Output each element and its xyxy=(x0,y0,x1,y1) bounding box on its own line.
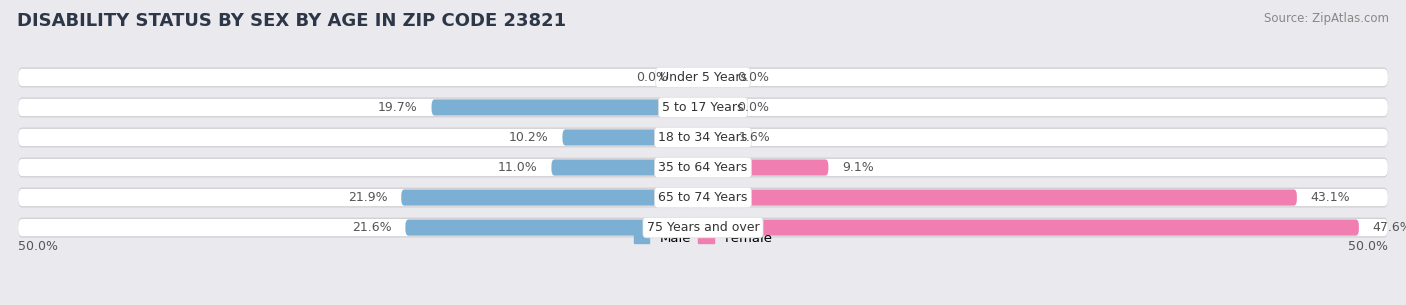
Text: 21.6%: 21.6% xyxy=(352,221,392,234)
FancyBboxPatch shape xyxy=(18,127,1388,147)
Text: 0.0%: 0.0% xyxy=(637,71,669,84)
FancyBboxPatch shape xyxy=(703,189,1296,206)
Text: 35 to 64 Years: 35 to 64 Years xyxy=(658,161,748,174)
Text: 9.1%: 9.1% xyxy=(842,161,875,174)
Text: DISABILITY STATUS BY SEX BY AGE IN ZIP CODE 23821: DISABILITY STATUS BY SEX BY AGE IN ZIP C… xyxy=(17,12,567,30)
FancyBboxPatch shape xyxy=(562,129,703,145)
Text: 0.0%: 0.0% xyxy=(738,71,769,84)
FancyBboxPatch shape xyxy=(18,219,1388,236)
Legend: Male, Female: Male, Female xyxy=(634,232,772,246)
FancyBboxPatch shape xyxy=(551,160,703,176)
Text: 75 Years and over: 75 Years and over xyxy=(647,221,759,234)
FancyBboxPatch shape xyxy=(703,160,828,176)
Text: 10.2%: 10.2% xyxy=(509,131,548,144)
FancyBboxPatch shape xyxy=(18,69,1388,86)
Text: 43.1%: 43.1% xyxy=(1310,191,1350,204)
FancyBboxPatch shape xyxy=(18,67,1388,87)
FancyBboxPatch shape xyxy=(18,129,1388,146)
FancyBboxPatch shape xyxy=(18,189,1388,206)
FancyBboxPatch shape xyxy=(18,218,1388,238)
FancyBboxPatch shape xyxy=(682,69,703,85)
FancyBboxPatch shape xyxy=(18,159,1388,176)
FancyBboxPatch shape xyxy=(703,69,724,85)
Text: 11.0%: 11.0% xyxy=(498,161,537,174)
FancyBboxPatch shape xyxy=(432,99,703,116)
FancyBboxPatch shape xyxy=(405,220,703,236)
FancyBboxPatch shape xyxy=(18,158,1388,178)
Text: 50.0%: 50.0% xyxy=(18,240,58,253)
Text: 50.0%: 50.0% xyxy=(1348,240,1388,253)
Text: Under 5 Years: Under 5 Years xyxy=(659,71,747,84)
FancyBboxPatch shape xyxy=(18,188,1388,207)
Text: 65 to 74 Years: 65 to 74 Years xyxy=(658,191,748,204)
FancyBboxPatch shape xyxy=(18,99,1388,116)
FancyBboxPatch shape xyxy=(18,98,1388,117)
Text: 5 to 17 Years: 5 to 17 Years xyxy=(662,101,744,114)
FancyBboxPatch shape xyxy=(703,129,725,145)
Text: 21.9%: 21.9% xyxy=(347,191,388,204)
Text: 0.0%: 0.0% xyxy=(738,101,769,114)
FancyBboxPatch shape xyxy=(703,99,724,116)
Text: 47.6%: 47.6% xyxy=(1372,221,1406,234)
Text: 18 to 34 Years: 18 to 34 Years xyxy=(658,131,748,144)
Text: Source: ZipAtlas.com: Source: ZipAtlas.com xyxy=(1264,12,1389,25)
Text: 1.6%: 1.6% xyxy=(738,131,770,144)
Text: 19.7%: 19.7% xyxy=(378,101,418,114)
FancyBboxPatch shape xyxy=(401,189,703,206)
FancyBboxPatch shape xyxy=(703,220,1358,236)
